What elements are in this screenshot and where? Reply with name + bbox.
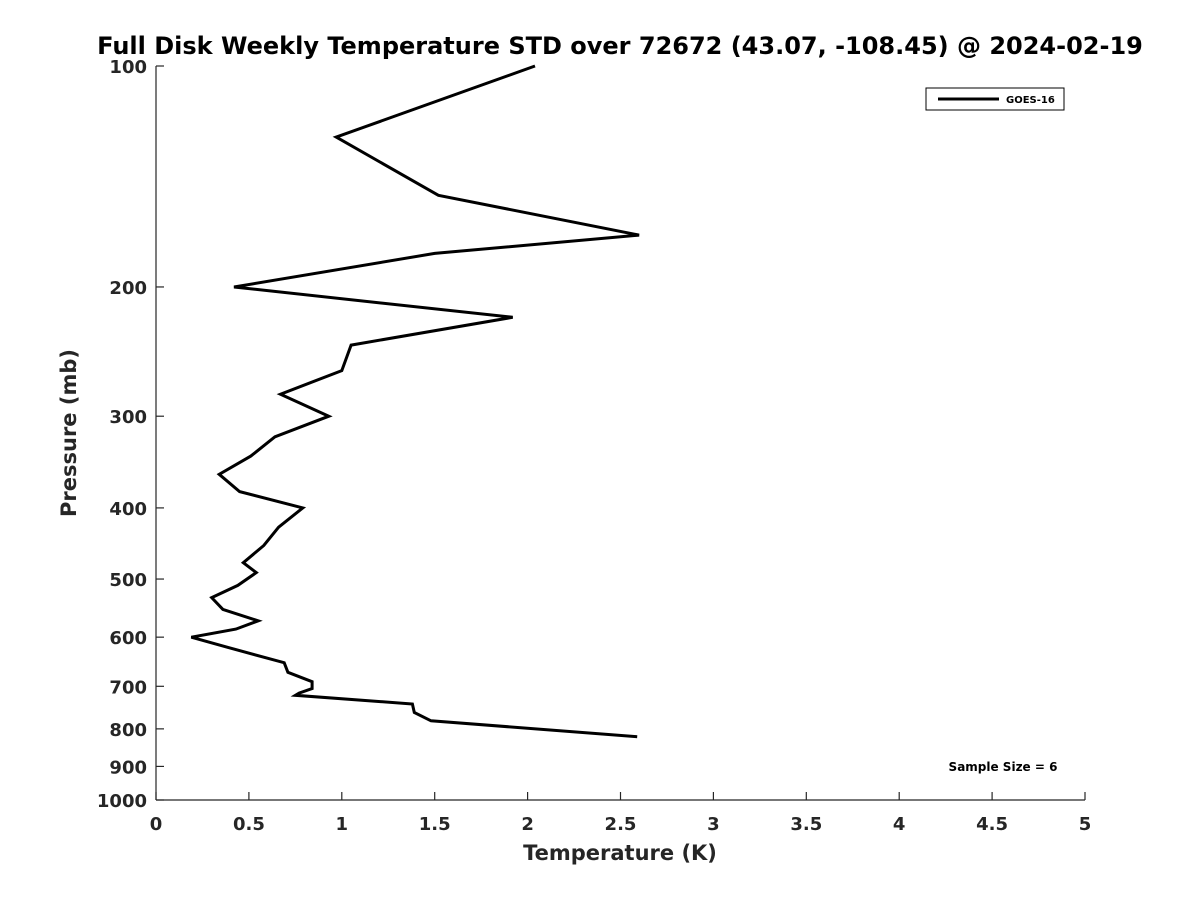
y-tick-label: 1000 [97,791,147,812]
y-axis-label: Pressure (mb) [57,349,81,517]
x-tick-label: 3 [707,814,720,835]
series-line-goes-16 [190,64,640,739]
x-tick-label: 5 [1079,814,1092,835]
x-tick-label: 2 [521,814,534,835]
y-tick-label: 800 [109,720,147,741]
x-axis-label: Temperature (K) [523,841,717,865]
y-tick-label: 200 [109,278,147,299]
x-tick-label: 0.5 [233,814,265,835]
sample-size-annotation: Sample Size = 6 [949,760,1058,774]
y-tick-label: 300 [109,407,147,428]
x-tick-label: 3.5 [790,814,822,835]
x-tick-label: 0 [150,814,163,835]
x-tick-label: 4 [893,814,906,835]
y-tick-label: 500 [109,570,147,591]
x-tick-label: 1.5 [419,814,451,835]
y-tick-label: 600 [109,628,147,649]
y-tick-label: 700 [109,677,147,698]
y-tick-label: 100 [109,57,147,78]
x-tick-label: 2.5 [605,814,637,835]
y-tick-label: 400 [109,499,147,520]
legend-entry-label: GOES-16 [1006,95,1055,106]
chart-title: Full Disk Weekly Temperature STD over 72… [97,32,1143,60]
legend: GOES-16 [925,87,1065,111]
x-tick-label: 1 [336,814,349,835]
y-tick-label: 900 [109,757,147,778]
x-tick-label: 4.5 [976,814,1008,835]
plot-area: 0 0.5 1 1.5 2 2.5 3 3.5 4 4.5 5 100 200 300 400 500 600 7… [97,57,1091,835]
